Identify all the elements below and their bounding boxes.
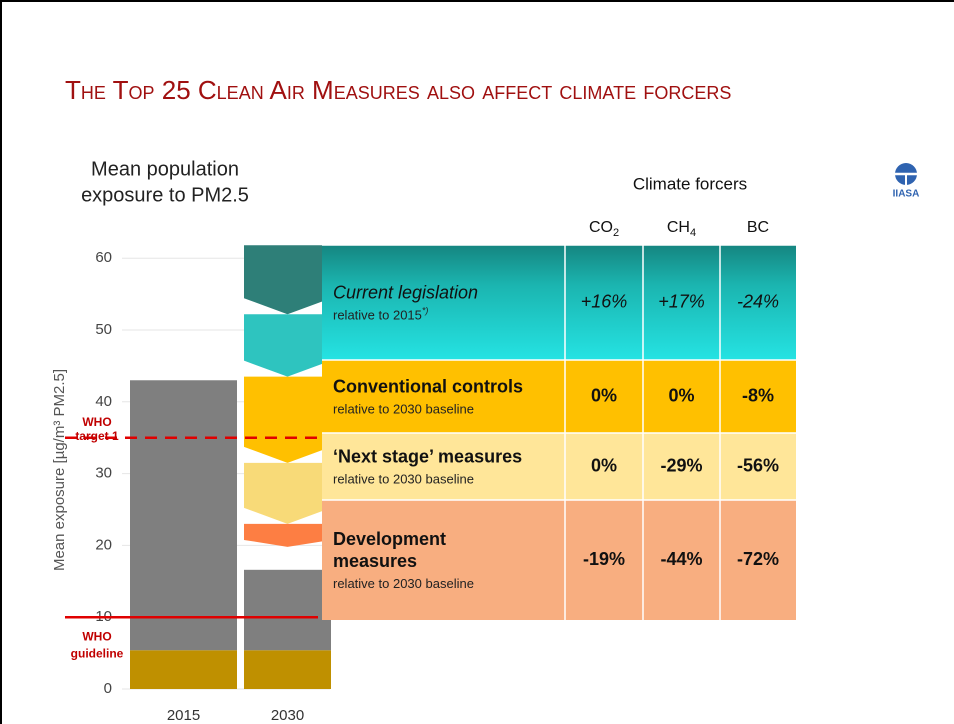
y-tick-label: 30 xyxy=(95,465,112,482)
y-tick-label: 0 xyxy=(104,680,112,697)
row-note: relative to 2015*) xyxy=(333,306,428,323)
cell-value: 0% xyxy=(591,385,617,405)
y-axis-label: Mean exposure [µg/m³ PM2.5] xyxy=(51,369,68,571)
y-tick-label: 50 xyxy=(95,321,112,338)
row-note: relative to 2030 baseline xyxy=(333,402,474,417)
table-row xyxy=(322,500,796,620)
row-note-text: relative to 2030 baseline xyxy=(333,472,474,487)
bar-segment xyxy=(130,380,237,651)
cell-value: -8% xyxy=(742,385,774,405)
table-row xyxy=(322,433,796,500)
bar-segment xyxy=(244,569,331,651)
cell-value: +16% xyxy=(581,291,628,311)
cell-value: -72% xyxy=(737,549,779,569)
cell-value: -24% xyxy=(737,291,779,311)
column-header-text: CO xyxy=(589,219,613,236)
column-header-sub: 2 xyxy=(613,227,619,239)
column-header-text: CH xyxy=(667,219,690,236)
reduction-arrow xyxy=(244,245,331,315)
row-note-sup: *) xyxy=(422,306,429,316)
row-note-text: relative to 2030 baseline xyxy=(333,402,474,417)
reference-label: WHO xyxy=(82,629,111,643)
table-row xyxy=(322,360,796,433)
reduction-arrow xyxy=(244,314,331,377)
row-note-text: relative to 2030 baseline xyxy=(333,576,474,591)
row-label: Conventional controls xyxy=(333,376,523,396)
cell-value: 0% xyxy=(668,385,694,405)
row-label: Current legislation xyxy=(333,282,478,302)
reference-label: guideline xyxy=(71,646,124,660)
row-label: measures xyxy=(333,551,417,571)
bar-segment xyxy=(244,650,331,689)
chart-title: exposure to PM2.5 xyxy=(81,184,249,206)
y-tick-label: 60 xyxy=(95,249,112,266)
row-label: Development xyxy=(333,529,446,549)
reduction-arrow xyxy=(244,462,331,524)
y-tick-label: 40 xyxy=(95,393,112,410)
slide-title: The Top 25 Clean Air Measures also affec… xyxy=(65,75,731,105)
x-tick-label: 2030 xyxy=(271,707,304,724)
row-note: relative to 2030 baseline xyxy=(333,472,474,487)
column-header: CH4 xyxy=(667,219,696,239)
reduction-arrow xyxy=(244,523,331,547)
cell-value: 0% xyxy=(591,455,617,475)
row-note: relative to 2030 baseline xyxy=(333,576,474,591)
table-title: Climate forcers xyxy=(633,174,747,193)
reduction-arrow xyxy=(244,376,331,463)
cell-value: +17% xyxy=(658,291,705,311)
cell-value: -56% xyxy=(737,455,779,475)
x-tick-label: 2015 xyxy=(167,707,200,724)
logo-text: IIASA xyxy=(893,189,920,200)
column-header-sub: 4 xyxy=(690,227,696,239)
column-header: BC xyxy=(747,219,769,236)
reference-label: target 1 xyxy=(75,429,119,443)
column-header: CO2 xyxy=(589,219,619,239)
table-row xyxy=(322,245,796,360)
row-label: ‘Next stage’ measures xyxy=(333,446,522,466)
logo: IIASA xyxy=(893,163,920,200)
y-tick-label: 20 xyxy=(95,536,112,553)
column-header-text: BC xyxy=(747,219,769,236)
cell-value: -29% xyxy=(660,455,702,475)
cell-value: -44% xyxy=(660,549,702,569)
reference-label: WHO xyxy=(82,415,111,429)
bar-segment xyxy=(130,650,237,689)
row-note-text: relative to 2015 xyxy=(333,308,422,323)
chart-title: Mean population xyxy=(91,158,239,180)
cell-value: -19% xyxy=(583,549,625,569)
